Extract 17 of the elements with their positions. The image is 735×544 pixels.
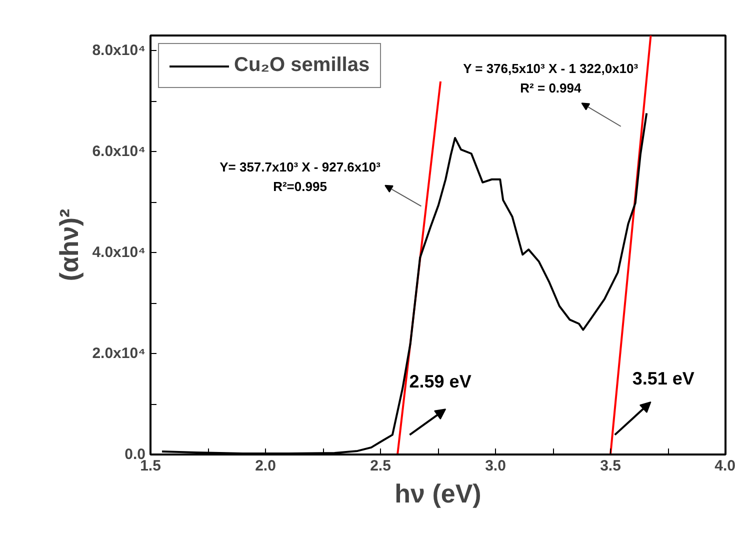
- x-axis-title: hν (eV): [394, 478, 482, 508]
- x-tick-label: 4.0: [714, 458, 735, 474]
- annotation: 3.51 eV: [632, 368, 694, 388]
- x-tick-label: 3.0: [485, 458, 506, 474]
- legend-label: Cu₂O semillas: [234, 54, 370, 77]
- annotation: Y = 376,5x10³ X - 1 322,0x10³ R² = 0.994: [463, 61, 639, 96]
- x-tick-label: 3.5: [600, 458, 621, 474]
- y-tick-label: 8.0x10⁴: [92, 42, 146, 60]
- y-axis-title: (αhν)²: [54, 208, 84, 282]
- y-tick-label: 4.0x10⁴: [92, 244, 146, 262]
- x-tick-label: 2.5: [370, 458, 391, 474]
- x-tick-label: 2.0: [255, 458, 276, 474]
- x-tick-label: 1.5: [140, 458, 161, 474]
- annotation: 2.59 eV: [409, 371, 472, 392]
- y-tick-label: 2.0x10⁴: [92, 345, 146, 362]
- annotation: Y= 357.7x10³ X - 927.6x10³ R²=0.995: [220, 160, 382, 194]
- y-tick-label: 6.0x10⁴: [92, 143, 146, 160]
